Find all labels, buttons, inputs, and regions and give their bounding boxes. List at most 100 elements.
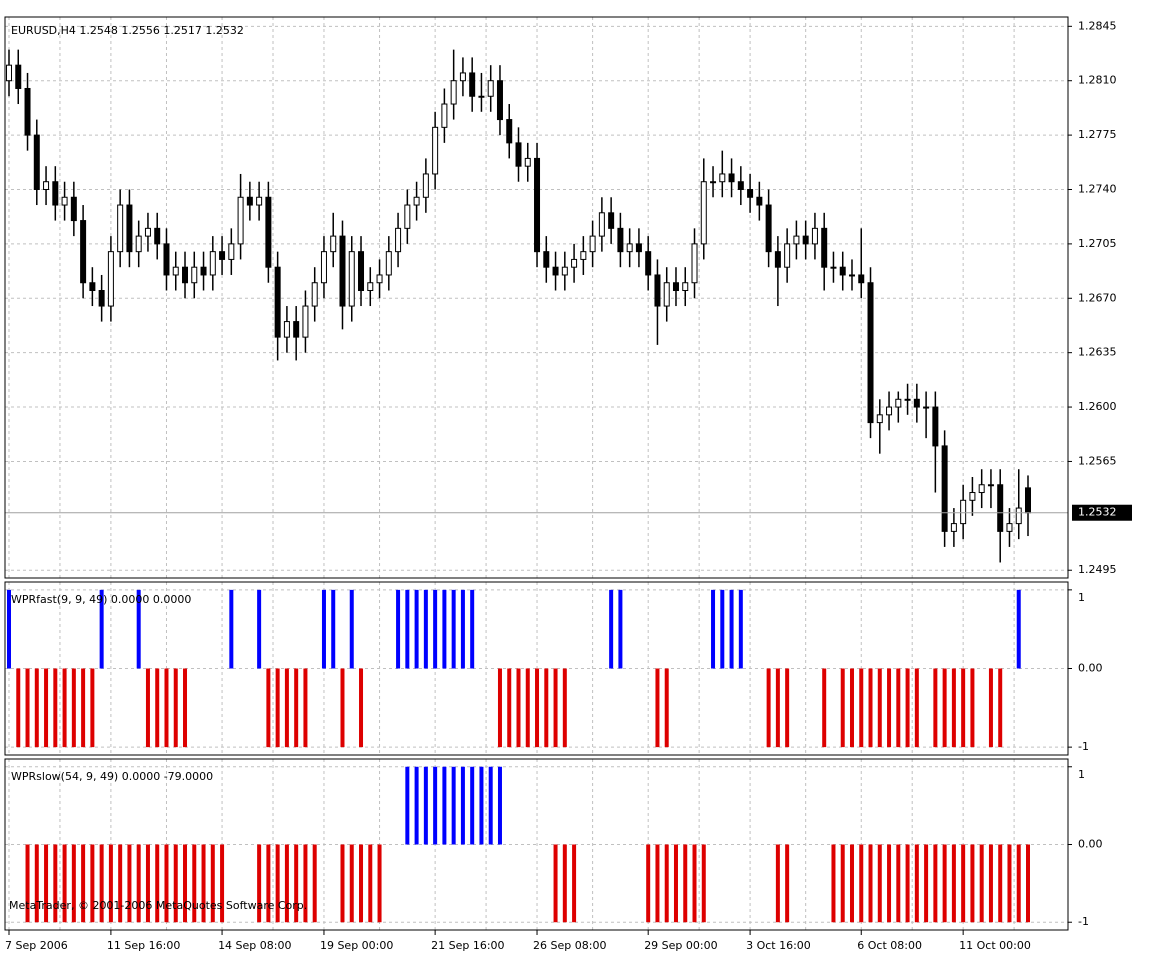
candle-body bbox=[858, 274, 865, 284]
indicator-bar bbox=[970, 668, 975, 748]
indicator-bar bbox=[849, 668, 854, 748]
candle-body bbox=[311, 282, 318, 307]
candle-body bbox=[765, 204, 772, 253]
indicator-bar bbox=[220, 844, 225, 923]
indicator-bar bbox=[62, 844, 67, 923]
indicator-bar bbox=[1016, 589, 1021, 669]
indicator-bar bbox=[497, 668, 502, 748]
indicator-bar bbox=[294, 668, 299, 748]
indicator-bar bbox=[525, 668, 530, 748]
candle-body bbox=[330, 235, 337, 253]
indicator-bar bbox=[785, 844, 790, 923]
candle-body bbox=[283, 321, 290, 338]
indicator-bar bbox=[896, 668, 901, 748]
indicator-bar bbox=[970, 844, 975, 923]
indicator-bar bbox=[433, 589, 438, 669]
indicator-bar bbox=[312, 844, 317, 923]
candle-body bbox=[848, 274, 855, 277]
indicator-bar bbox=[423, 766, 428, 845]
candle-body bbox=[571, 258, 578, 268]
indicator-bar bbox=[868, 668, 873, 748]
candle-body bbox=[1006, 523, 1013, 532]
candle-body bbox=[524, 157, 531, 167]
candle-body bbox=[98, 290, 105, 307]
candle-body bbox=[237, 196, 244, 245]
candle-body bbox=[172, 266, 179, 276]
indicator-bar bbox=[988, 668, 993, 748]
indicator-bar bbox=[442, 766, 447, 845]
indicator-bar bbox=[275, 668, 280, 748]
indicator-bar bbox=[127, 844, 132, 923]
indicator-bar bbox=[136, 844, 141, 923]
indicator-bar bbox=[1007, 844, 1012, 923]
indicator-bar bbox=[701, 844, 706, 923]
indicator-bar bbox=[340, 668, 345, 748]
candle-body bbox=[561, 266, 568, 276]
indicator-bar bbox=[562, 844, 567, 923]
candle-body bbox=[691, 243, 698, 284]
candle-body bbox=[33, 134, 40, 190]
indicator-bar bbox=[896, 844, 901, 923]
indicator-bar bbox=[905, 668, 910, 748]
indicator-bar bbox=[359, 844, 364, 923]
indicator-bar bbox=[998, 844, 1003, 923]
candle-body bbox=[80, 220, 87, 284]
candle-body bbox=[15, 64, 22, 89]
candle-body bbox=[404, 204, 411, 229]
indicator-bar bbox=[284, 668, 289, 748]
indicator-bar bbox=[164, 844, 169, 923]
candle-body bbox=[293, 321, 300, 338]
indicator-bar bbox=[951, 668, 956, 748]
indicator-bar bbox=[303, 844, 308, 923]
indicator-bar bbox=[118, 844, 123, 923]
candle-body bbox=[839, 266, 846, 276]
indicator-bar bbox=[553, 844, 558, 923]
indicator-bar bbox=[451, 589, 456, 669]
candle-body bbox=[672, 282, 679, 292]
indicator-bar bbox=[201, 844, 206, 923]
indicator-bar bbox=[164, 668, 169, 748]
indicator-bar bbox=[359, 668, 364, 748]
indicator-bar bbox=[673, 844, 678, 923]
indicator-bar bbox=[257, 844, 262, 923]
candle-body bbox=[376, 274, 383, 284]
indicator-bar bbox=[192, 844, 197, 923]
candle-body bbox=[682, 282, 689, 292]
indicator-bar bbox=[887, 668, 892, 748]
indicator-bar bbox=[849, 844, 854, 923]
indicator-bar bbox=[321, 589, 326, 669]
candle-body bbox=[867, 282, 874, 424]
indicator-bar bbox=[859, 844, 864, 923]
indicator-bar bbox=[479, 766, 484, 845]
candle-body bbox=[515, 142, 522, 167]
candle-body bbox=[784, 243, 791, 268]
y-tick-label: 1.2810 bbox=[1078, 74, 1117, 87]
candle-body bbox=[117, 204, 124, 253]
indicator-bar bbox=[942, 668, 947, 748]
y-tick-label: 1.2600 bbox=[1078, 400, 1117, 413]
indicator-bar bbox=[785, 668, 790, 748]
candle-body bbox=[710, 181, 717, 184]
candle-body bbox=[126, 204, 133, 253]
indicator-bar bbox=[868, 844, 873, 923]
indicator-bar bbox=[572, 844, 577, 923]
indicator-bar bbox=[433, 766, 438, 845]
candle-body bbox=[144, 227, 151, 237]
candle-body bbox=[950, 523, 957, 532]
candle-body bbox=[367, 282, 374, 292]
candle-body bbox=[182, 266, 189, 284]
candle-body bbox=[635, 243, 642, 253]
candle-body bbox=[895, 398, 902, 408]
candle-body bbox=[395, 227, 402, 253]
indicator-bar bbox=[62, 668, 67, 748]
y-tick-label: 1.2775 bbox=[1078, 128, 1117, 141]
x-tick-label: 3 Oct 16:00 bbox=[746, 939, 811, 952]
indicator-bar bbox=[451, 766, 456, 845]
candle-body bbox=[728, 173, 735, 183]
candle-body bbox=[774, 251, 781, 268]
candle-body bbox=[969, 492, 976, 501]
indicator-bar bbox=[961, 668, 966, 748]
indicator-bar bbox=[90, 844, 95, 923]
candle-body bbox=[432, 126, 439, 175]
